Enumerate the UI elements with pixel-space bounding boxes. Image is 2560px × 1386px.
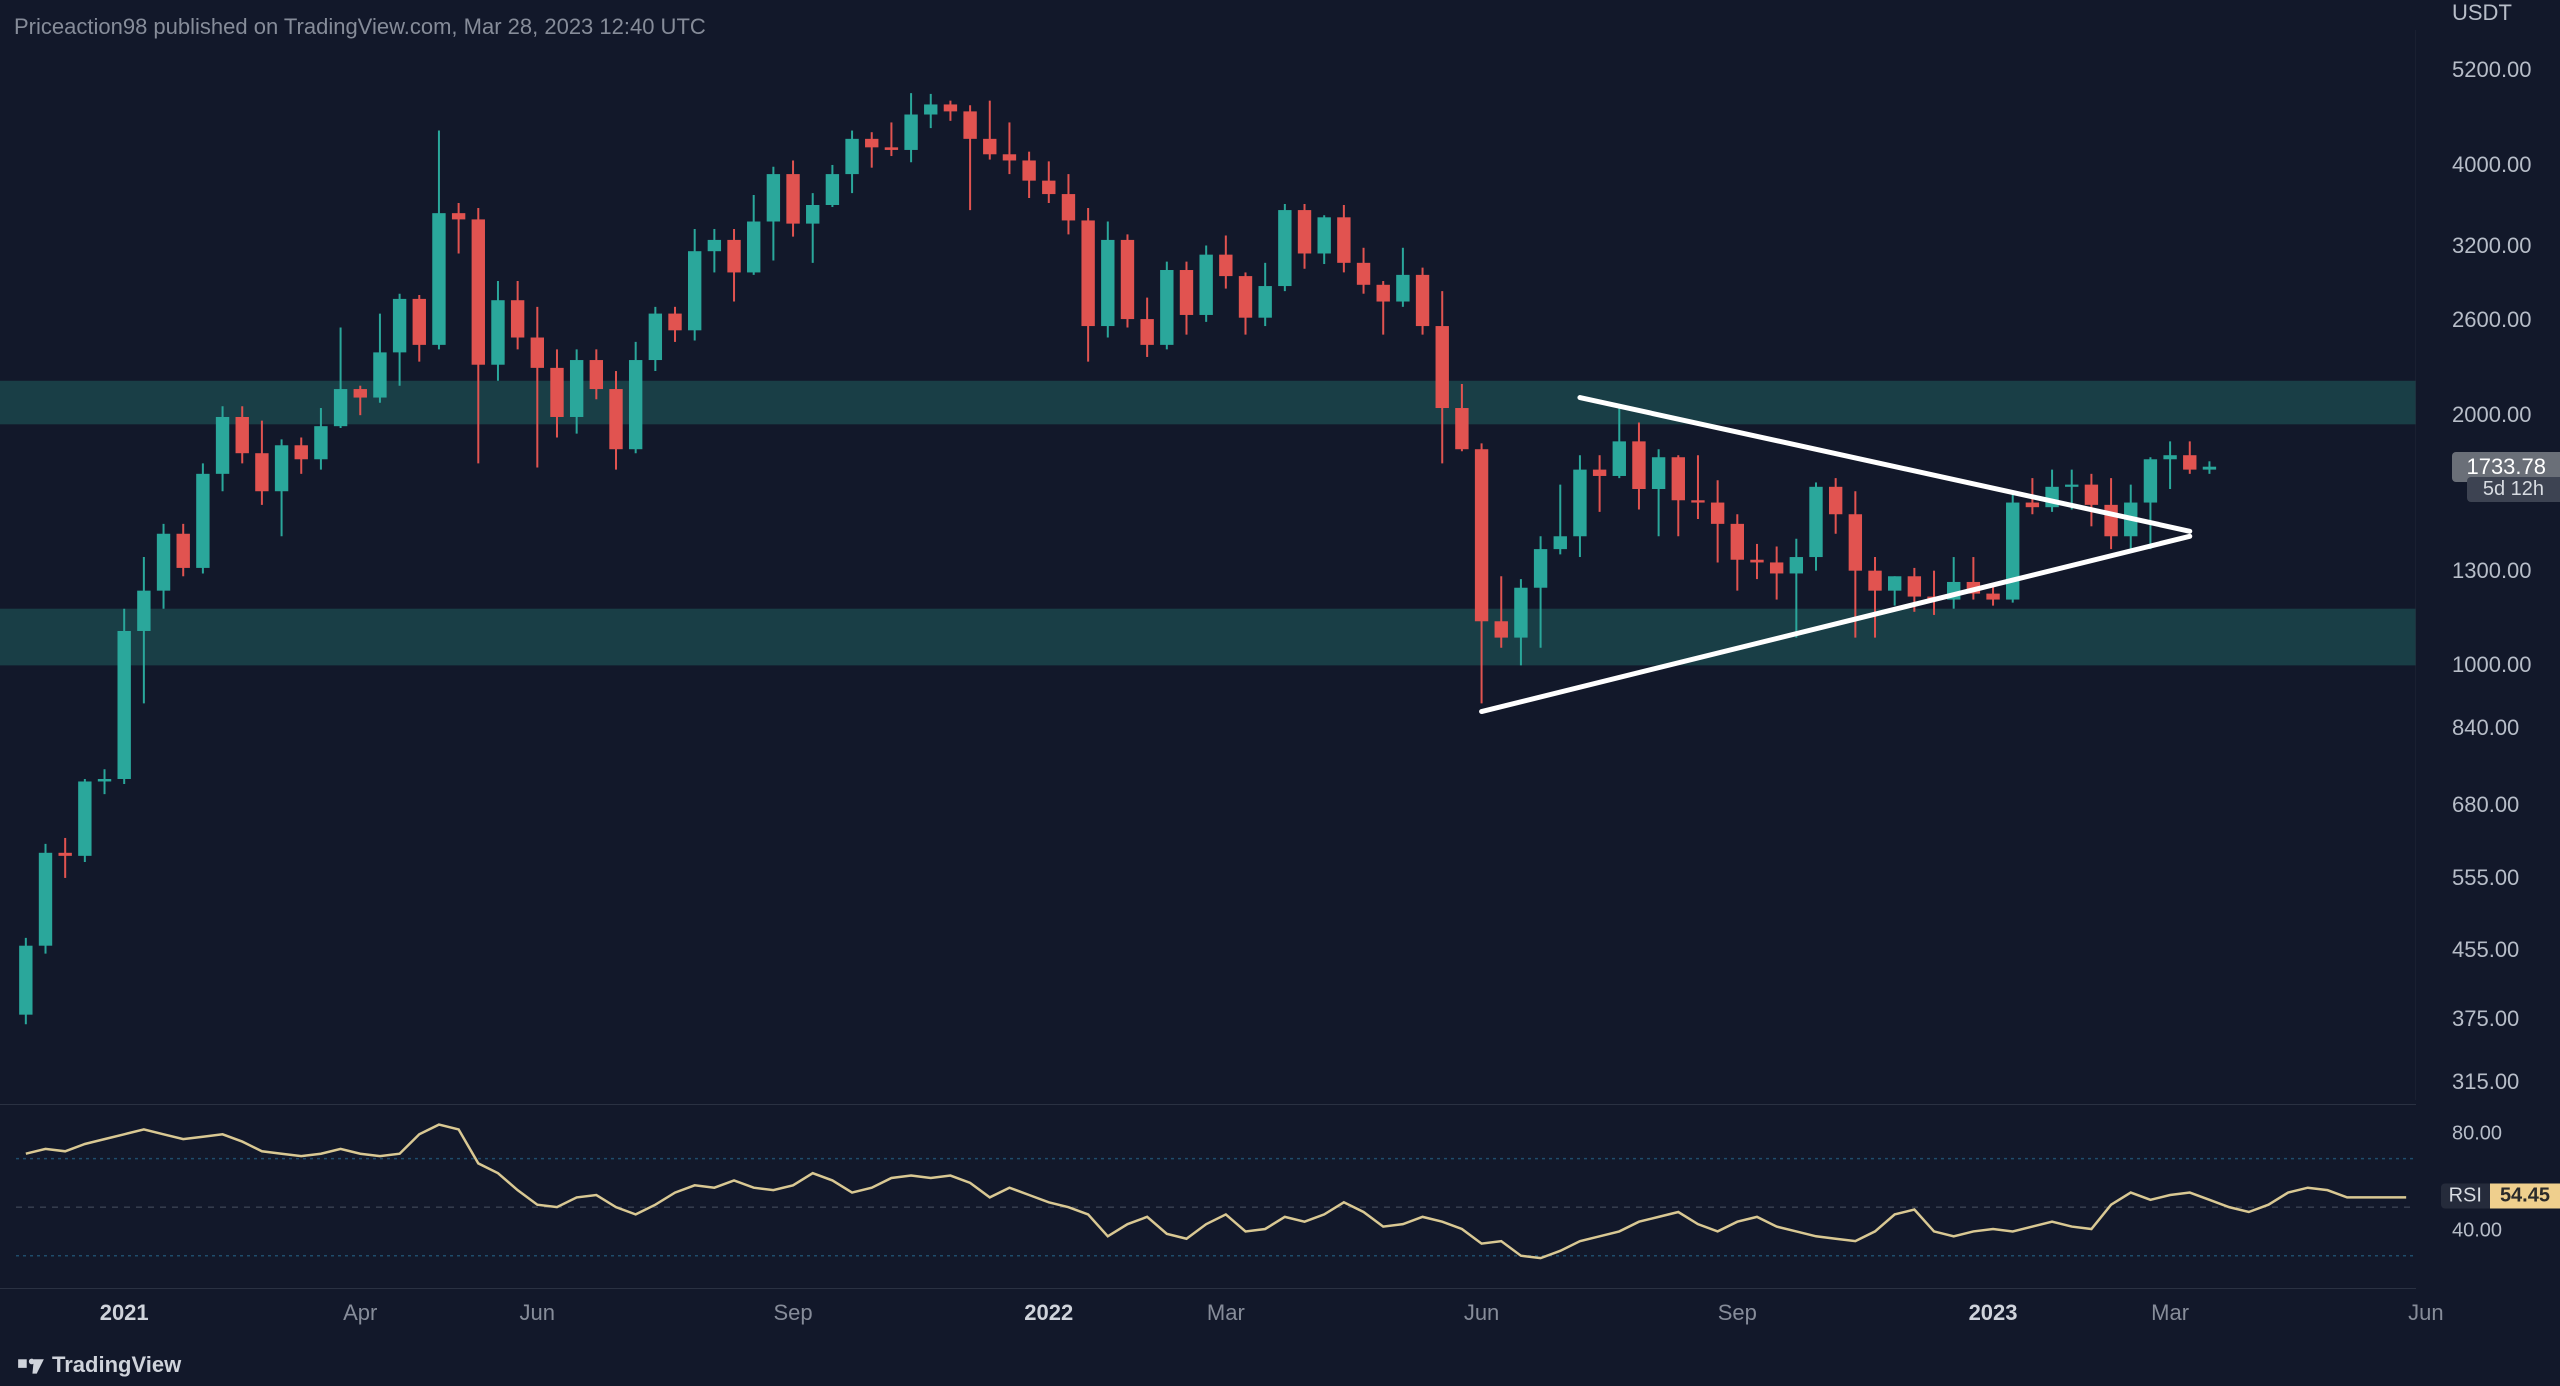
- x-tick-label: Jun: [1464, 1300, 1499, 1326]
- x-tick-label: Mar: [1207, 1300, 1245, 1326]
- y-tick-label: 1000.00: [2452, 652, 2532, 678]
- y-tick-label: 5200.00: [2452, 57, 2532, 83]
- rsi-chart[interactable]: [0, 1110, 2416, 1280]
- y-tick-label: 2600.00: [2452, 307, 2532, 333]
- x-tick-label: 2021: [100, 1300, 149, 1326]
- chart-card: Priceaction98 published on TradingView.c…: [0, 0, 2560, 1386]
- x-tick-label: 2022: [1024, 1300, 1073, 1326]
- rsi-value-badge: RSI54.45: [2441, 1184, 2560, 1209]
- price-unit: USDT: [2430, 0, 2560, 26]
- x-tick-label: Sep: [773, 1300, 812, 1326]
- y-tick-label: 2000.00: [2452, 402, 2532, 428]
- y-tick-label: 375.00: [2452, 1006, 2519, 1032]
- y-tick-label: 840.00: [2452, 715, 2519, 741]
- y-tick-label: 3200.00: [2452, 233, 2532, 259]
- rsi-value: 54.45: [2490, 1184, 2560, 1209]
- y-tick-label: 680.00: [2452, 792, 2519, 818]
- x-tick-label: Jun: [2408, 1300, 2443, 1326]
- price-chart[interactable]: [0, 0, 2416, 1100]
- x-tick-label: Mar: [2151, 1300, 2189, 1326]
- x-tick-label: Sep: [1718, 1300, 1757, 1326]
- x-tick-label: Jun: [520, 1300, 555, 1326]
- price-y-axis: USDT 315.00 375.00 455.00 555.00 680.00 840.0…: [2430, 0, 2560, 1100]
- x-tick-label: Apr: [343, 1300, 377, 1326]
- rsi-y-tick-label: 40.00: [2452, 1220, 2502, 1243]
- y-tick-label: 455.00: [2452, 937, 2519, 963]
- rsi-tag: RSI: [2441, 1184, 2490, 1209]
- countdown-badge: 5d 12h: [2467, 477, 2560, 502]
- y-tick-label: 555.00: [2452, 865, 2519, 891]
- tradingview-logo-icon: [18, 1355, 44, 1375]
- y-tick-label: 315.00: [2452, 1069, 2519, 1095]
- brand-footer: TradingView: [18, 1352, 181, 1378]
- rsi-y-tick-label: 80.00: [2452, 1123, 2502, 1146]
- y-tick-label: 4000.00: [2452, 152, 2532, 178]
- viewport: Priceaction98 published on TradingView.c…: [0, 0, 2560, 1386]
- x-tick-label: 2023: [1969, 1300, 2018, 1326]
- brand-name: TradingView: [52, 1352, 181, 1378]
- time-x-axis: 2021 Apr Jun Sep 2022 Mar Jun Sep 2023 Mar Jun: [0, 1300, 2560, 1340]
- rsi-y-axis: 40.00 80.00 RSI54.45: [2430, 1110, 2560, 1280]
- y-tick-label: 1300.00: [2452, 558, 2532, 584]
